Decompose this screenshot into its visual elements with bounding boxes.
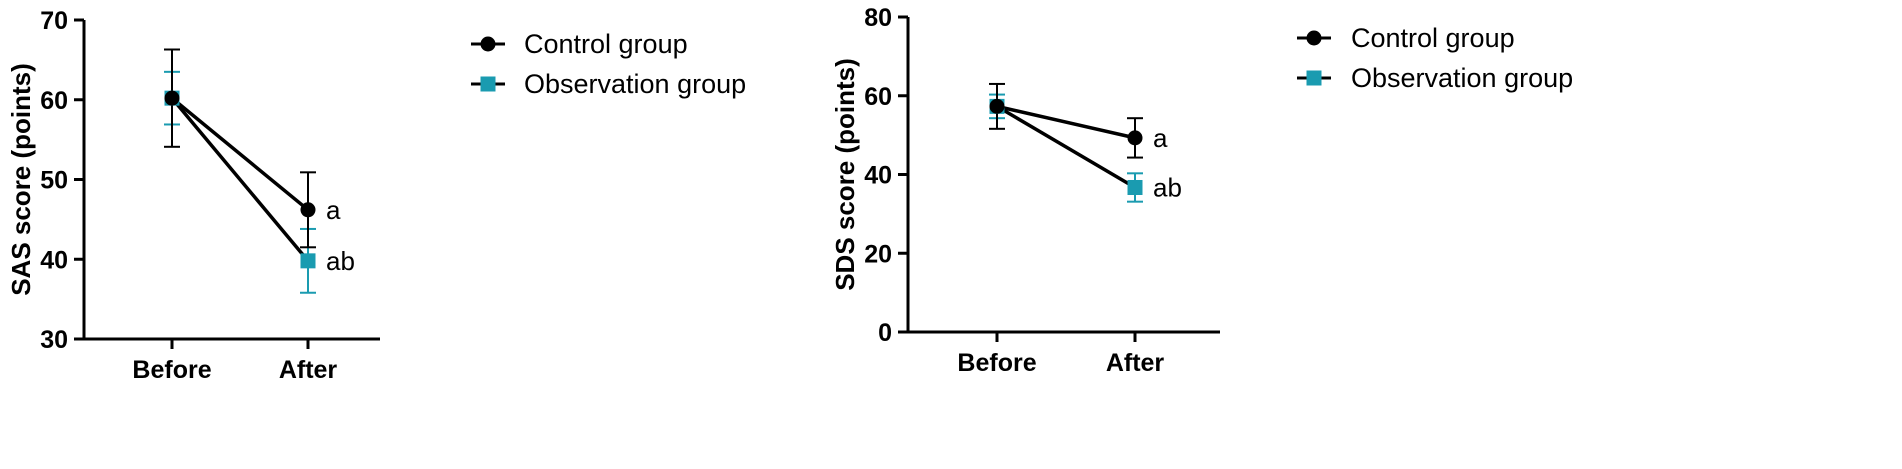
legend-marker-square [1306,70,1322,86]
data-point-circle [164,90,180,106]
series-line [170,97,310,262]
y-tick-label: 30 [40,326,68,354]
y-tick-label: 60 [40,87,68,115]
chart-panel-2: 0 20 40 60 80 Before After SDS score (points) aa… [830,4,1573,377]
y-axis-title: SDS score (points) [830,58,860,291]
legend-label: Observation group [1351,63,1573,93]
series-line [996,104,1136,190]
legend-label: Observation group [524,69,746,99]
significance-annotation: ab [1153,172,1182,202]
legend-item-2: Observation group [1297,63,1573,93]
y-tick-label: 50 [40,167,68,195]
data-point-square [1127,179,1143,195]
x-tick-label: Before [957,349,1036,377]
y-axis-title: SAS score (points) [6,63,36,296]
data-point-square [300,253,316,269]
y-tick-label: 0 [878,319,892,347]
data-point-circle [300,202,316,218]
legend-marker-square [480,76,496,92]
legend-marker-circle [480,36,496,52]
significance-annotation: a [1153,123,1168,153]
significance-annotation: ab [326,246,355,276]
legend-label: Control group [1351,23,1515,53]
significance-annotation: a [326,195,341,225]
series-line [996,104,1136,140]
chart-panel-1: 30 40 50 60 70 Before After SAS score (points) a… [6,7,746,384]
series-control-group [164,48,316,249]
legend-marker-circle [1306,30,1322,46]
y-tick-label: 40 [864,162,892,190]
x-tick-label: After [1106,349,1165,377]
legend-item-2: Observation group [471,69,746,99]
series-line [170,96,310,212]
data-point-circle [989,98,1005,114]
y-tick-label: 60 [864,83,892,111]
data-point-circle [1127,130,1143,146]
x-tick-label: Before [132,356,211,384]
y-tick-label: 70 [40,7,68,35]
y-tick-label: 80 [864,4,892,32]
legend-item-1: Control group [471,29,688,59]
legend-label: Control group [524,29,688,59]
series-observation-group [164,70,316,294]
x-tick-label: After [279,356,338,384]
legend-item-1: Control group [1297,23,1515,53]
y-tick-label: 40 [40,246,68,274]
y-tick-label: 20 [864,240,892,268]
